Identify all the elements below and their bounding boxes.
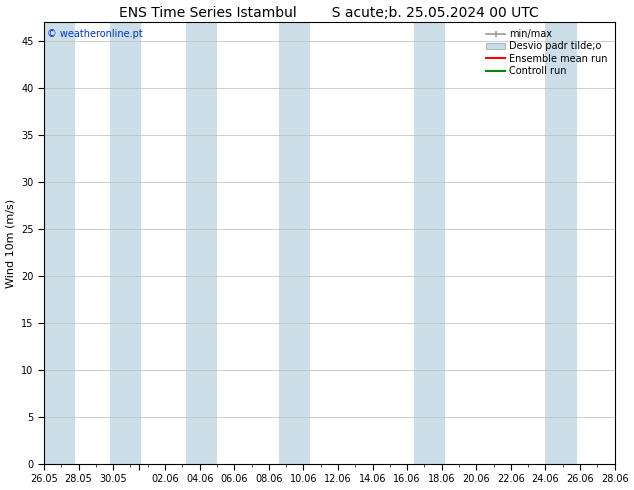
Bar — [545, 22, 576, 464]
Title: ENS Time Series Istambul        S acute;b. 25.05.2024 00 UTC: ENS Time Series Istambul S acute;b. 25.0… — [119, 5, 539, 20]
Bar — [279, 22, 310, 464]
Bar — [44, 22, 75, 464]
Text: © weatheronline.pt: © weatheronline.pt — [47, 29, 143, 39]
Bar — [110, 22, 141, 464]
Bar — [414, 22, 445, 464]
Y-axis label: Wind 10m (m/s): Wind 10m (m/s) — [6, 198, 16, 288]
Legend: min/max, Desvio padr tilde;o, Ensemble mean run, Controll run: min/max, Desvio padr tilde;o, Ensemble m… — [484, 27, 610, 78]
Bar — [186, 22, 217, 464]
